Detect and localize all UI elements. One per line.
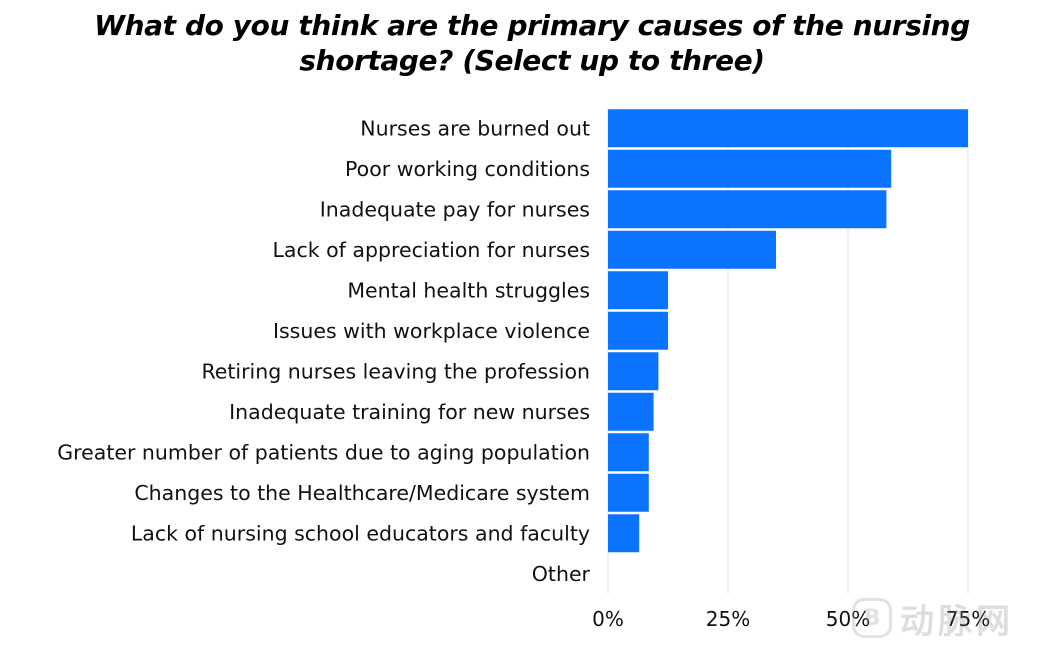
- bar-0: [608, 109, 968, 148]
- watermark-logo-icon: B: [852, 598, 892, 638]
- watermark-text: 动脉网: [900, 601, 1014, 642]
- chart-title-line-1: What do you think are the primary causes…: [94, 9, 970, 42]
- bar-4: [608, 271, 668, 310]
- x-tick-label-0: 0%: [592, 607, 624, 631]
- category-label-4: Mental health struggles: [347, 278, 590, 302]
- bar-7: [608, 392, 654, 431]
- category-label-6: Retiring nurses leaving the profession: [201, 359, 590, 383]
- x-tick-label-25: 25%: [706, 607, 750, 631]
- bar-9: [608, 473, 649, 512]
- chart-title: What do you think are the primary causes…: [0, 8, 1064, 78]
- category-label-8: Greater number of patients due to aging …: [57, 440, 590, 464]
- x-axis-ticks: 0% 25% 50% 75%: [592, 607, 990, 631]
- watermark: B 动脉网: [852, 592, 1014, 644]
- category-label-7: Inadequate training for new nurses: [229, 400, 590, 424]
- bars: [608, 109, 968, 553]
- bar-10: [608, 514, 640, 553]
- category-label-11: Other: [532, 562, 591, 586]
- bar-1: [608, 149, 892, 188]
- grid-lines: [607, 108, 969, 594]
- category-label-5: Issues with workplace violence: [273, 319, 590, 343]
- category-label-9: Changes to the Healthcare/Medicare syste…: [134, 481, 590, 505]
- x-tick-label-75: 75%: [946, 607, 990, 631]
- category-label-0: Nurses are burned out: [360, 116, 590, 140]
- bar-6: [608, 352, 659, 391]
- category-label-10: Lack of nursing school educators and fac…: [131, 521, 590, 545]
- bar-3: [608, 230, 776, 269]
- bar-8: [608, 433, 649, 472]
- category-label-3: Lack of appreciation for nurses: [273, 238, 591, 262]
- bar-5: [608, 311, 668, 350]
- category-labels: Nurses are burned out Poor working condit…: [57, 116, 590, 586]
- category-label-2: Inadequate pay for nurses: [320, 197, 590, 221]
- category-label-1: Poor working conditions: [345, 157, 590, 181]
- chart-title-line-2: shortage? (Select up to three): [299, 44, 765, 77]
- bar-2: [608, 190, 887, 229]
